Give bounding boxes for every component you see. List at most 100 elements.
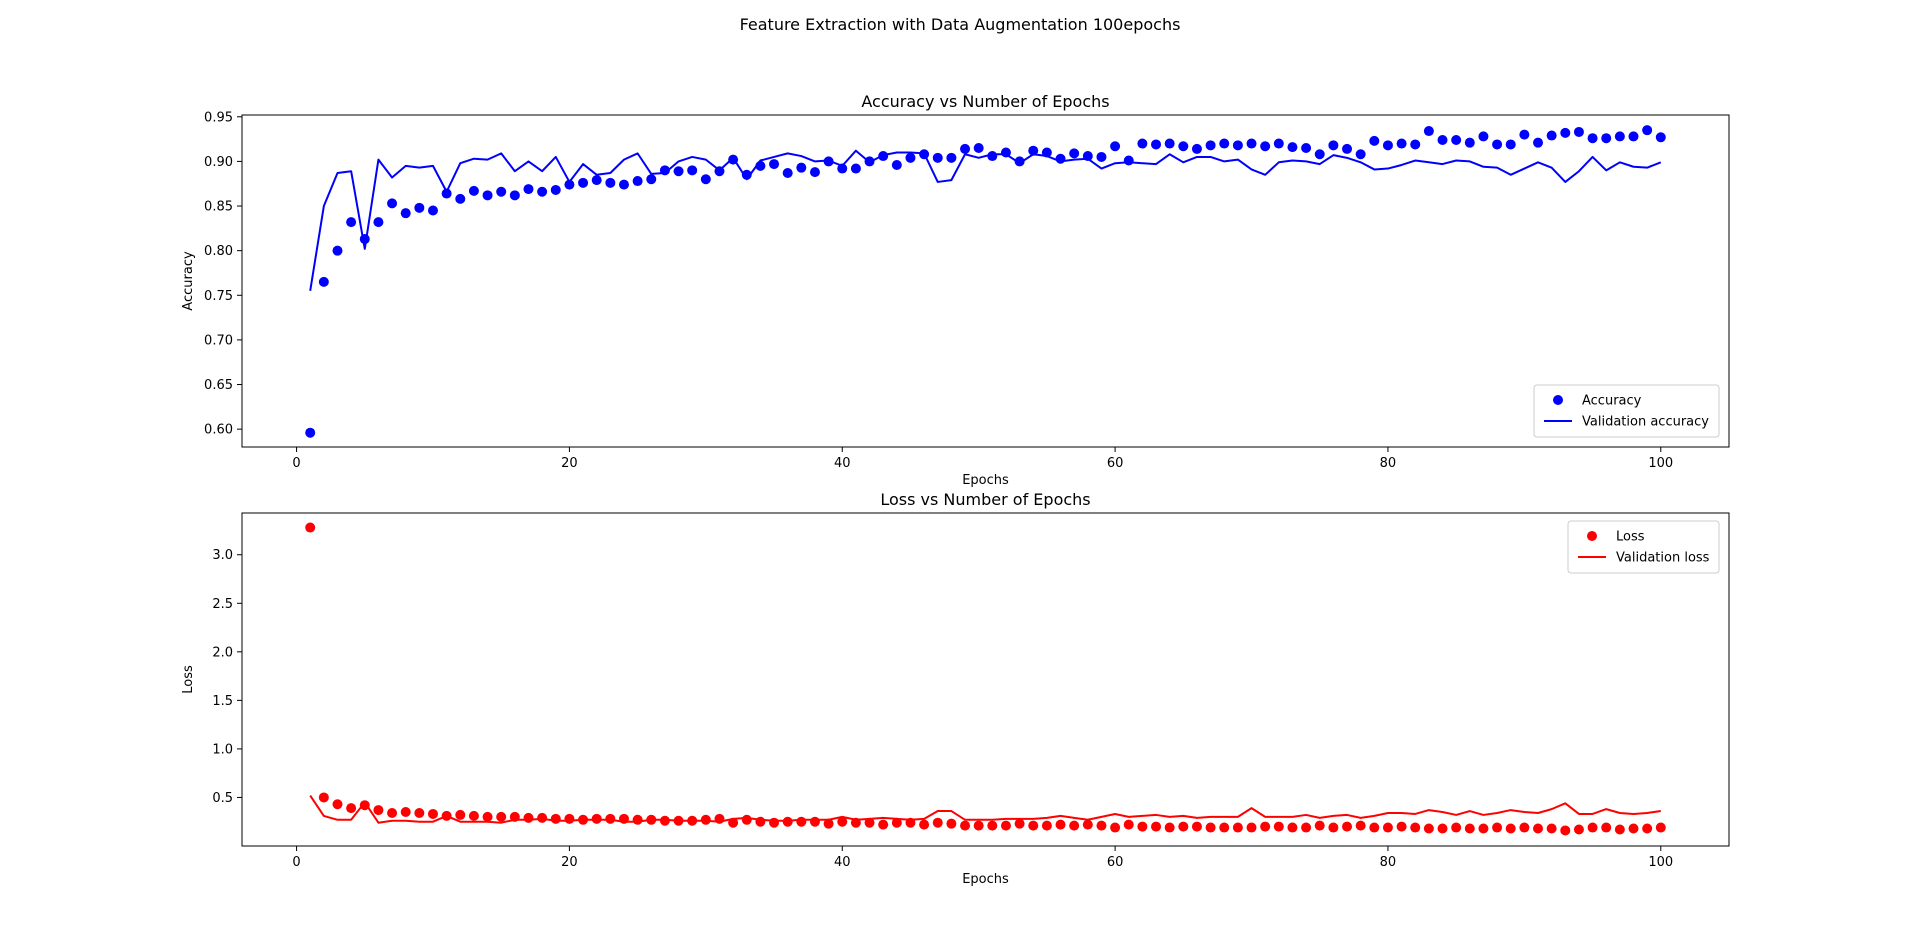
loss-legend: Loss Validation loss [1567,520,1720,574]
accuracy-x-tick-label: 20 [561,456,578,471]
loss-y-tick-label: 3.0 [212,548,233,563]
accuracy-data-point [1205,140,1216,151]
loss-legend-box [1567,520,1720,574]
accuracy-data-point [1410,139,1421,150]
accuracy-data-point [605,177,616,188]
loss-data-point [1314,820,1325,831]
loss-data-point [1246,822,1257,833]
loss-data-point [1178,821,1189,832]
loss-data-point [1191,821,1202,832]
loss-data-point [809,816,820,827]
loss-data-point [427,808,438,819]
loss-data-point [550,813,561,824]
plots-group: Accuracy vs Number of Epochs 0 20 40 60 80 100… [181,92,1730,887]
accuracy-data-point [523,184,534,195]
accuracy-data-point [1601,133,1612,144]
accuracy-data-point [905,152,916,163]
accuracy-y-tick-label: 0.90 [204,155,233,170]
accuracy-data-point [796,162,807,173]
accuracy-data-point [1151,139,1162,150]
loss-data-point [1655,822,1666,833]
accuracy-data-point [427,205,438,216]
loss-data-point [1464,823,1475,834]
accuracy-legend-label: Validation accuracy [1582,415,1709,430]
accuracy-y-tick-label: 0.70 [204,333,233,348]
accuracy-data-point [1533,137,1544,148]
loss-y-tick-label: 2.5 [212,597,233,612]
loss-data-point [1014,818,1025,829]
loss-data-point [1260,821,1271,832]
accuracy-data-point [946,152,957,163]
accuracy-data-point [1546,130,1557,141]
loss-data-point [837,816,848,827]
accuracy-data-point [1642,125,1653,136]
accuracy-data-point [700,174,711,185]
accuracy-data-point [346,217,357,228]
loss-data-point [973,820,984,831]
accuracy-data-point [550,184,561,195]
accuracy-data-point [1382,140,1393,151]
accuracy-data-point [318,276,329,287]
loss-data-point [400,807,411,818]
loss-data-point [796,816,807,827]
accuracy-legend-box [1533,384,1720,438]
loss-data-point [919,819,930,830]
accuracy-data-point [960,143,971,154]
accuracy-x-tick-label: 80 [1380,456,1397,471]
accuracy-x-tick-label: 60 [1107,456,1124,471]
accuracy-data-point [1464,137,1475,148]
loss-data-point [1410,822,1421,833]
accuracy-data-point [1437,134,1448,145]
loss-data-point [878,819,889,830]
loss-data-point [823,818,834,829]
accuracy-data-point [537,186,548,197]
accuracy-data-point [1028,145,1039,156]
loss-data-point [1423,823,1434,834]
accuracy-data-point [1219,138,1230,149]
loss-data-point [1137,821,1148,832]
loss-data-point [346,803,357,814]
loss-x-tick-label: 20 [561,855,578,870]
loss-data-point [1342,821,1353,832]
loss-x-tick-label: 100 [1648,855,1673,870]
accuracy-data-point [496,186,507,197]
loss-data-point [1232,822,1243,833]
accuracy-data-point [932,152,943,163]
accuracy-data-point [578,177,589,188]
loss-data-point [318,792,329,803]
loss-data-point [1273,821,1284,832]
accuracy-data-point [441,188,452,199]
accuracy-data-point [1355,149,1366,160]
loss-data-point [1573,824,1584,835]
loss-data-point [387,807,398,818]
accuracy-axes-frame [241,114,1730,448]
accuracy-data-point [455,193,466,204]
loss-data-point [632,814,643,825]
loss-data-point [468,810,479,821]
accuracy-data-point [591,175,602,186]
loss-data-point [1382,822,1393,833]
accuracy-y-tick-label: 0.60 [204,423,233,438]
loss-data-point [1041,820,1052,831]
loss-data-point [1451,822,1462,833]
accuracy-data-point [1628,131,1639,142]
loss-data-point [769,817,780,828]
accuracy-data-point [1519,129,1530,140]
loss-data-point [1546,823,1557,834]
loss-data-point [496,811,507,822]
figure-suptitle: Feature Extraction with Data Augmentatio… [740,15,1181,34]
loss-data-point [564,813,575,824]
loss-data-point [523,812,534,823]
accuracy-data-point [1587,133,1598,144]
loss-x-tick-label: 40 [834,855,851,870]
loss-data-point [1110,822,1121,833]
loss-y-tick-label: 0.5 [212,791,233,806]
accuracy-x-tick-label: 0 [292,456,300,471]
accuracy-x-tick-label: 40 [834,456,851,471]
accuracy-data-point [1123,155,1134,166]
accuracy-legend-label: Accuracy [1582,394,1642,409]
loss-data-point [1628,823,1639,834]
accuracy-data-point [1396,138,1407,149]
